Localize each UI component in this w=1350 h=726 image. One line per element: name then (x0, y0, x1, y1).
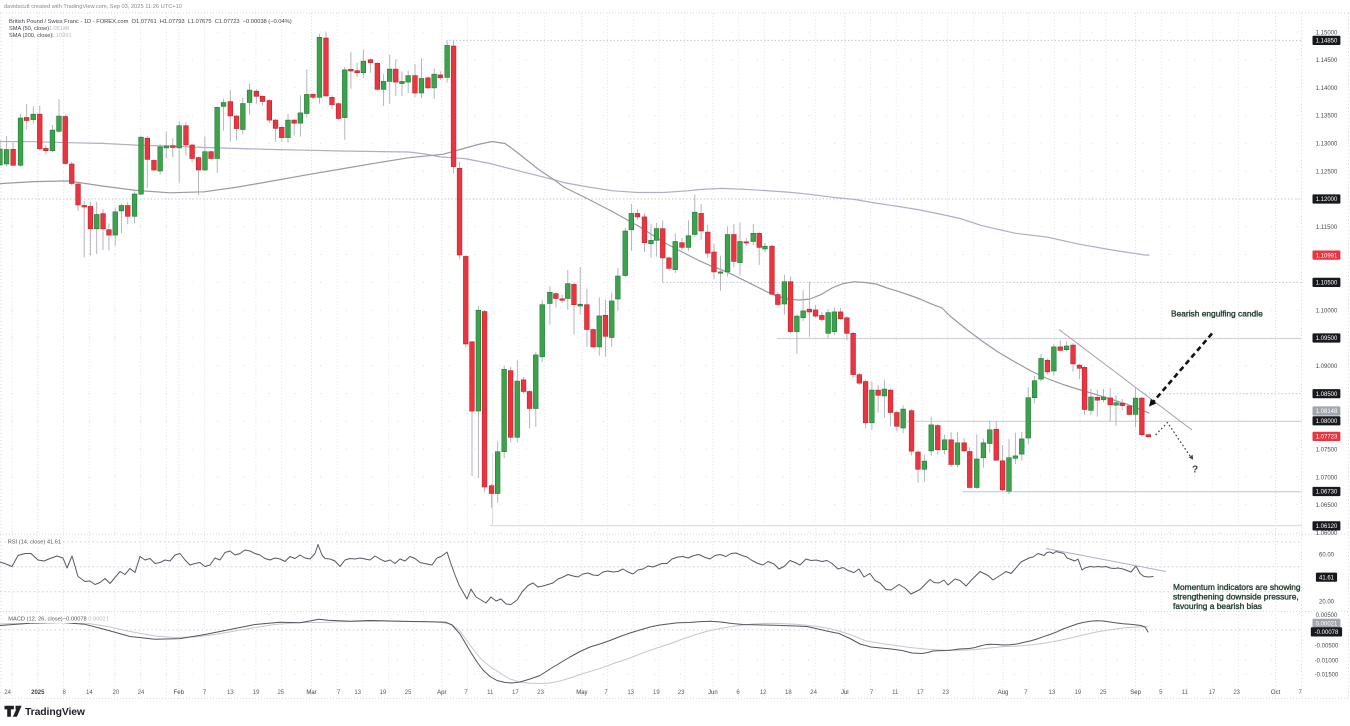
svg-text:SMA (50, close): SMA (50, close) (9, 26, 49, 32)
svg-text:May: May (576, 690, 587, 696)
svg-text:Sep: Sep (1130, 690, 1141, 696)
svg-text:−0.00078: −0.00078 (63, 617, 87, 623)
svg-text:British Pound / Swiss Franc -: British Pound / Swiss Franc - 1D - FOREX… (9, 19, 292, 25)
svg-text:TradingView: TradingView (25, 707, 86, 718)
svg-text:20.00: 20.00 (1319, 600, 1335, 606)
svg-text:13: 13 (354, 690, 361, 696)
svg-text:-0.01500: -0.01500 (1315, 672, 1339, 678)
svg-text:11: 11 (892, 690, 899, 696)
svg-text:1.13500: 1.13500 (1316, 114, 1338, 120)
svg-text:1.14500: 1.14500 (1316, 58, 1338, 64)
svg-text:0.00021: 0.00021 (1316, 622, 1338, 628)
svg-text:7: 7 (203, 690, 207, 696)
svg-text:1.08500: 1.08500 (1316, 392, 1338, 398)
svg-text:1.06500: 1.06500 (1316, 503, 1338, 509)
svg-text:Apr: Apr (437, 690, 446, 696)
svg-text:12: 12 (760, 690, 767, 696)
svg-text:13: 13 (627, 690, 634, 696)
svg-text:7: 7 (464, 690, 468, 696)
svg-text:1.06000: 1.06000 (1316, 531, 1338, 537)
svg-text:24: 24 (4, 690, 11, 696)
svg-text:Momentum indicators are showin: Momentum indicators are showing (1173, 582, 1301, 592)
svg-text:Bearish engulfing candle: Bearish engulfing candle (1171, 308, 1263, 318)
svg-text:1.12500: 1.12500 (1316, 169, 1338, 175)
svg-text:RSI (14, close) 41.61: RSI (14, close) 41.61 (8, 540, 61, 546)
svg-text:Aug: Aug (998, 690, 1009, 696)
svg-text:-0.01000: -0.01000 (1315, 659, 1339, 665)
svg-text:25: 25 (277, 690, 284, 696)
svg-text:11: 11 (487, 690, 494, 696)
svg-text:1.08148: 1.08148 (49, 26, 70, 32)
svg-text:1.10991: 1.10991 (1316, 253, 1338, 259)
svg-text:favouring a bearish bias: favouring a bearish bias (1173, 601, 1262, 611)
svg-text:1.07000: 1.07000 (1316, 475, 1338, 481)
svg-text:MACD (12, 26, close): MACD (12, 26, close) (8, 617, 62, 623)
svg-text:1.11500: 1.11500 (1316, 225, 1338, 231)
svg-text:11: 11 (1182, 690, 1189, 696)
svg-text:1.15000: 1.15000 (1316, 30, 1338, 36)
svg-text:0.00500: 0.00500 (1316, 613, 1338, 619)
svg-text:-0.00078: -0.00078 (1315, 630, 1339, 636)
svg-text:strengthening downside pressur: strengthening downside pressure, (1173, 591, 1299, 601)
svg-text:1.14000: 1.14000 (1316, 86, 1338, 92)
svg-text:1.13000: 1.13000 (1316, 142, 1338, 148)
svg-text:7: 7 (337, 690, 341, 696)
svg-text:Jun: Jun (708, 690, 718, 696)
svg-text:Jul: Jul (841, 690, 849, 696)
svg-text:7: 7 (1299, 690, 1303, 696)
svg-text:19: 19 (653, 690, 660, 696)
svg-text:6: 6 (736, 690, 740, 696)
svg-text:24: 24 (810, 690, 817, 696)
svg-text:1.10500: 1.10500 (1316, 281, 1338, 287)
svg-text:8: 8 (63, 690, 67, 696)
svg-text:20: 20 (112, 690, 119, 696)
svg-text:2025: 2025 (31, 690, 45, 696)
svg-text:7: 7 (870, 690, 874, 696)
svg-text:1.08000: 1.08000 (1316, 419, 1338, 425)
svg-text:7: 7 (1024, 690, 1028, 696)
svg-text:19: 19 (253, 690, 260, 696)
svg-text:Feb: Feb (174, 690, 185, 696)
svg-text:24: 24 (138, 690, 145, 696)
svg-text:1.14850: 1.14850 (1316, 39, 1338, 45)
svg-text:17: 17 (512, 690, 519, 696)
svg-text:1.10991: 1.10991 (51, 33, 72, 39)
svg-text:14: 14 (86, 690, 93, 696)
svg-text:1.07723: 1.07723 (1316, 435, 1338, 441)
svg-text:1.09500: 1.09500 (1316, 336, 1338, 342)
svg-text:1.08148: 1.08148 (1316, 409, 1338, 415)
svg-text:0.00021: 0.00021 (88, 617, 109, 623)
svg-text:18: 18 (785, 690, 792, 696)
svg-text:19: 19 (1074, 690, 1081, 696)
svg-text:13: 13 (1049, 690, 1056, 696)
svg-text:19: 19 (380, 690, 387, 696)
svg-text:Oct: Oct (1271, 690, 1281, 696)
svg-text:-0.00500: -0.00500 (1315, 643, 1339, 649)
svg-text:1.06120: 1.06120 (1316, 524, 1338, 530)
svg-text:23: 23 (942, 690, 949, 696)
svg-text:13: 13 (227, 690, 234, 696)
svg-text:1.09000: 1.09000 (1316, 364, 1338, 370)
svg-text:SMA (200, close): SMA (200, close) (9, 33, 52, 39)
svg-text:7: 7 (604, 690, 608, 696)
svg-text:60.00: 60.00 (1319, 553, 1335, 559)
svg-text:17: 17 (917, 690, 924, 696)
svg-text:1.07500: 1.07500 (1316, 448, 1338, 454)
svg-text:1.12000: 1.12000 (1316, 197, 1338, 203)
svg-text:41.61: 41.61 (1319, 575, 1335, 581)
svg-text:25: 25 (1100, 690, 1107, 696)
svg-text:1.10000: 1.10000 (1316, 308, 1338, 314)
svg-text:23: 23 (678, 690, 685, 696)
svg-text:23: 23 (1233, 690, 1240, 696)
svg-text:23: 23 (537, 690, 544, 696)
svg-text:1.06730: 1.06730 (1316, 490, 1338, 496)
svg-text:17: 17 (1209, 690, 1216, 696)
svg-text:davidscutt created with Tradin: davidscutt created with TradingView.com,… (4, 4, 182, 10)
svg-text:?: ? (1192, 465, 1198, 476)
svg-text:25: 25 (405, 690, 412, 696)
svg-text:Mar: Mar (306, 690, 316, 696)
svg-text:5: 5 (1159, 690, 1163, 696)
